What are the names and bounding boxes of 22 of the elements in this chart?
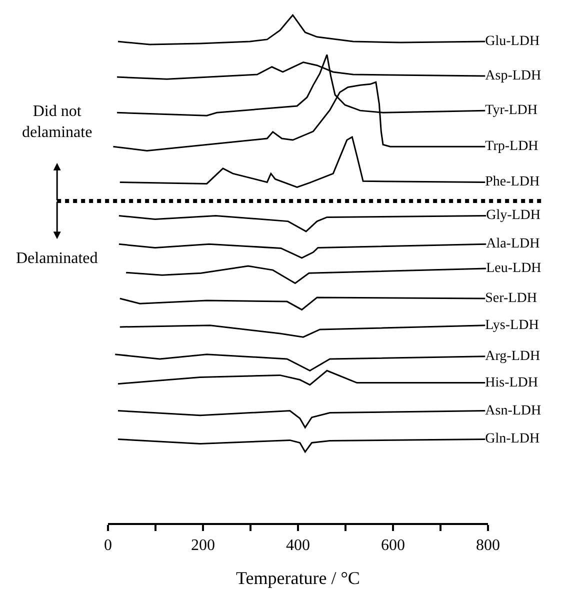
x-tick-label: 400 [286, 537, 310, 554]
series-label: His-LDH [485, 375, 538, 390]
x-tick-label: 200 [191, 537, 215, 554]
series-label: Gly-LDH [486, 208, 541, 224]
series-label: Gln-LDH [485, 432, 540, 447]
series-label: Asp-LDH [485, 68, 542, 84]
series-label: Leu-LDH [486, 261, 542, 276]
series-label: Ser-LDH [485, 291, 537, 306]
x-axis-title: Temperature / °C [236, 568, 360, 588]
x-tick-label: 800 [476, 537, 500, 554]
series-label: Tyr-LDH [485, 103, 538, 118]
text: Did not delaminate [22, 103, 92, 141]
series-label: Arg-LDH [485, 348, 540, 364]
series-label: Glu-LDH [485, 34, 540, 49]
x-tick-label: 0 [104, 537, 112, 554]
series-label: Phe-LDH [485, 174, 540, 190]
series-label: Lys-LDH [485, 318, 539, 333]
x-tick-label: 600 [381, 537, 405, 554]
text: Delaminated [16, 250, 98, 267]
series-label: Asn-LDH [485, 403, 542, 418]
series-label: Ala-LDH [486, 236, 540, 252]
series-label: Trp-LDH [485, 139, 538, 154]
